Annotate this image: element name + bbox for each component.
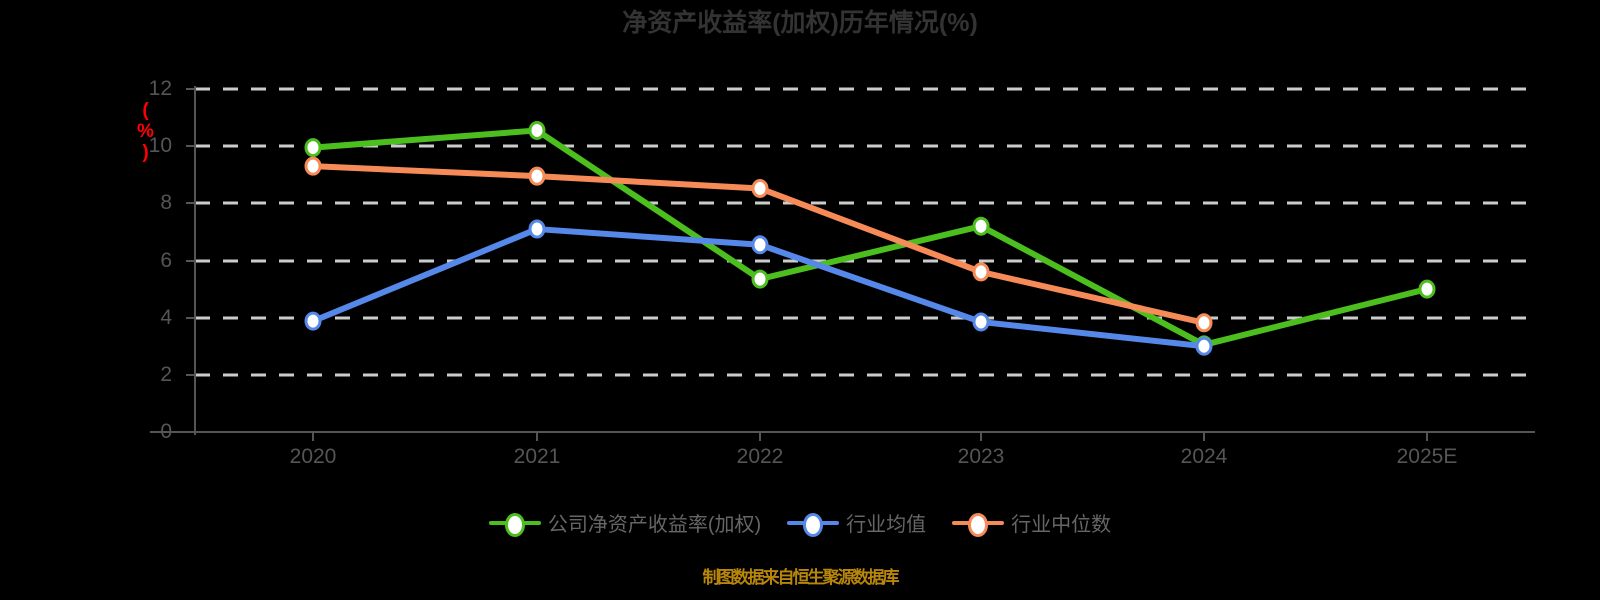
legend-dot — [968, 512, 989, 537]
data-point-marker[interactable] — [972, 216, 990, 236]
y-tick-label: 12 — [148, 77, 172, 100]
x-tick-label: 2023 — [957, 445, 1005, 468]
data-point-marker[interactable] — [751, 235, 769, 255]
footer-note: 制图数据来自恒生聚源数据库 — [702, 568, 900, 587]
data-point-marker[interactable] — [528, 219, 546, 239]
x-tick-label: 2022 — [736, 445, 784, 468]
legend-marker-icon — [952, 512, 1005, 537]
y-tick-label: 6 — [160, 248, 172, 272]
data-point-marker[interactable] — [304, 138, 322, 158]
legend-item[interactable]: 行业中位数 — [952, 508, 1111, 537]
data-point-marker[interactable] — [304, 156, 322, 176]
legend-dot — [803, 512, 824, 537]
data-point-marker[interactable] — [972, 262, 990, 282]
legend-dot — [504, 512, 525, 537]
data-point-marker[interactable] — [528, 120, 546, 140]
chart-title: 净资产收益率(加权)历年情况(%) — [622, 9, 978, 37]
y-tick-label: 0 — [160, 420, 172, 443]
legend-label: 公司净资产收益率(加权) — [547, 514, 762, 536]
chart-legend: 公司净资产收益率(加权) 行业均值 行业中位数 — [0, 508, 1600, 537]
series-line — [310, 127, 1430, 348]
x-tick-label: 2024 — [1180, 445, 1228, 468]
data-point-marker[interactable] — [1195, 336, 1213, 356]
legend-label: 行业均值 — [846, 514, 927, 536]
y-tick-label: 10 — [148, 134, 172, 158]
legend-item[interactable]: 行业均值 — [787, 508, 926, 537]
legend-marker-icon — [787, 512, 840, 537]
legend-marker-icon — [488, 512, 541, 537]
axes — [150, 86, 1535, 441]
data-series-layer — [304, 120, 1436, 356]
y-tick-label: 2 — [160, 362, 172, 386]
y-axis-unit-label: (%) — [135, 100, 156, 163]
data-point-marker[interactable] — [528, 166, 546, 186]
data-point-marker[interactable] — [751, 269, 769, 289]
data-point-marker[interactable] — [304, 311, 322, 331]
data-point-marker[interactable] — [751, 178, 769, 198]
legend-item[interactable]: 公司净资产收益率(加权) — [488, 508, 762, 537]
x-tick-label: 2025E — [1396, 445, 1458, 468]
gridlines — [195, 87, 1535, 377]
x-tick-label: 2020 — [289, 445, 337, 468]
data-point-marker[interactable] — [972, 312, 990, 332]
y-tick-label: 4 — [160, 305, 172, 329]
x-tick-label: 2021 — [513, 445, 561, 468]
data-point-marker[interactable] — [1418, 279, 1436, 299]
legend-label: 行业中位数 — [1011, 514, 1112, 536]
data-point-marker[interactable] — [1195, 313, 1213, 333]
y-tick-label: 8 — [160, 191, 172, 215]
